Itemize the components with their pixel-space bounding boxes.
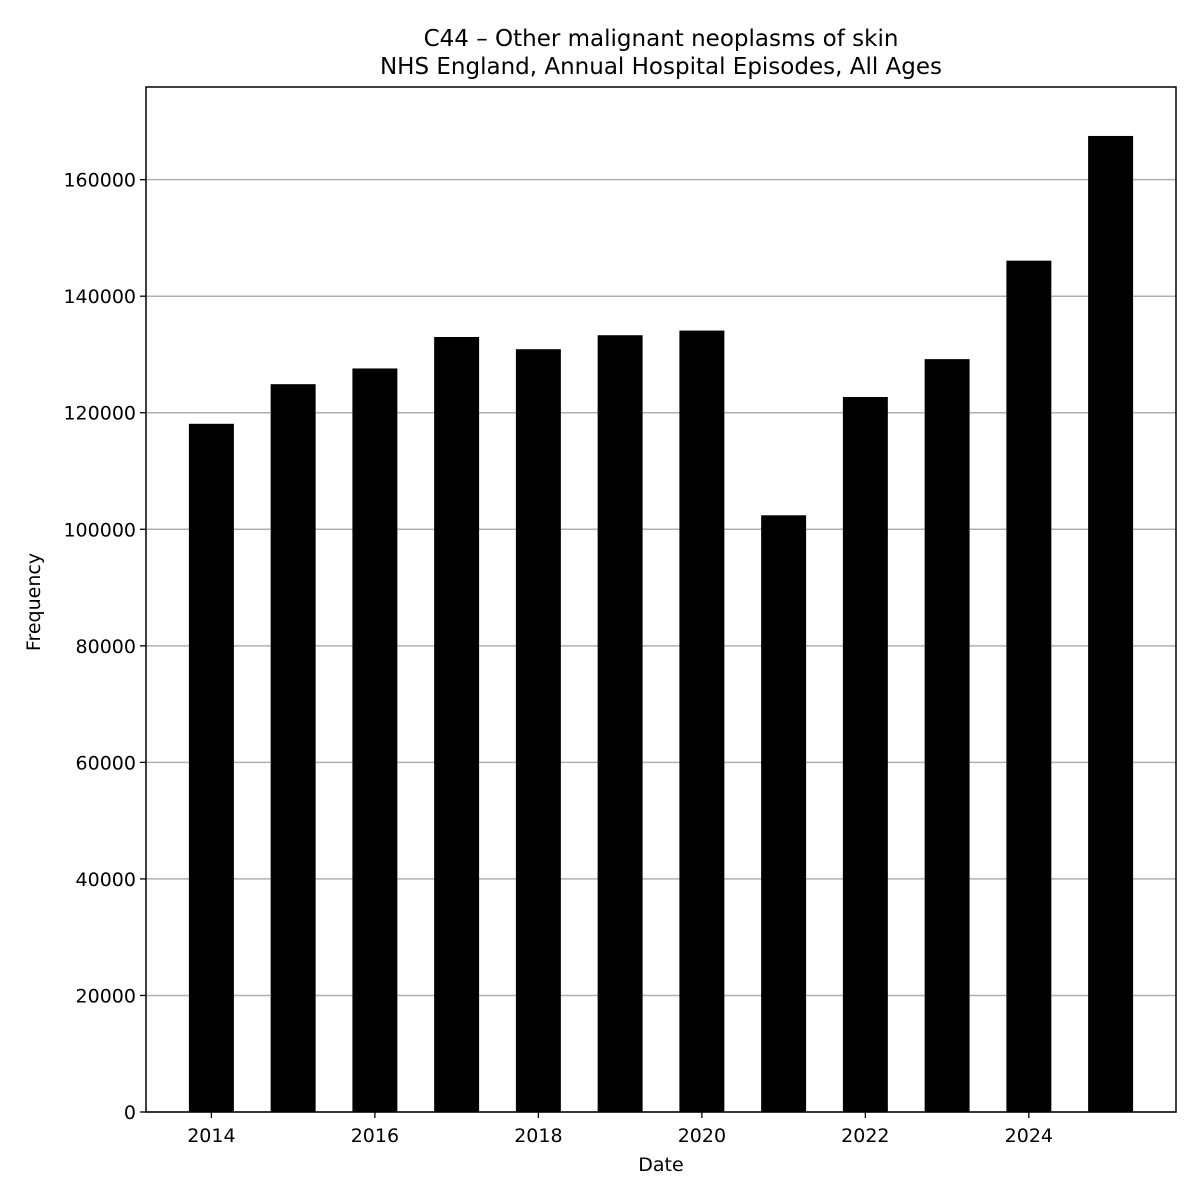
bar-2021 [761, 515, 807, 1112]
y-axis-label: Frequency [23, 553, 45, 651]
y-tick-label-0: 0 [124, 1102, 136, 1124]
y-tick-label-4: 80000 [76, 636, 136, 658]
x-axis-ticks: 2014 2016 2018 2020 2022 2024 [187, 1112, 1053, 1147]
chart-title: C44 – Other malignant neoplasms of skin [424, 26, 899, 52]
plot-frame [145, 86, 1177, 1113]
chart-subtitle: NHS England, Annual Hospital Episodes, A… [380, 54, 942, 80]
x-tick-label-4: 2022 [841, 1125, 889, 1147]
y-tick-label-7: 140000 [63, 286, 136, 308]
bar-2022 [842, 397, 888, 1112]
bar-2019 [597, 335, 643, 1112]
y-tick-label-5: 100000 [63, 519, 136, 541]
bar-series [188, 135, 1134, 1113]
x-tick-label-3: 2020 [678, 1125, 726, 1147]
bar-2016 [352, 368, 398, 1112]
x-tick-label-5: 2024 [1005, 1125, 1053, 1147]
bar-2014 [188, 423, 234, 1113]
y-tick-label-8: 160000 [63, 170, 136, 192]
bar-2015 [270, 384, 316, 1112]
x-tick-label-1: 2016 [351, 1125, 399, 1147]
bar-2025 [1088, 135, 1134, 1113]
x-tick-label-0: 2014 [187, 1125, 235, 1147]
bar-2023 [924, 359, 970, 1113]
bar-2020 [679, 330, 725, 1112]
x-tick-label-2: 2018 [514, 1125, 562, 1147]
y-tick-label-3: 60000 [76, 752, 136, 774]
y-tick-label-2: 40000 [76, 869, 136, 891]
y-tick-label-1: 20000 [76, 985, 136, 1007]
y-tick-label-6: 120000 [63, 403, 136, 425]
bar-2018 [515, 349, 561, 1112]
bar-2017 [434, 336, 480, 1112]
bar-2024 [1006, 260, 1052, 1113]
y-axis-ticks: 0 20000 40000 60000 80000 100000 120000 140000 1… [63, 170, 146, 1124]
x-axis-label: Date [638, 1154, 683, 1176]
